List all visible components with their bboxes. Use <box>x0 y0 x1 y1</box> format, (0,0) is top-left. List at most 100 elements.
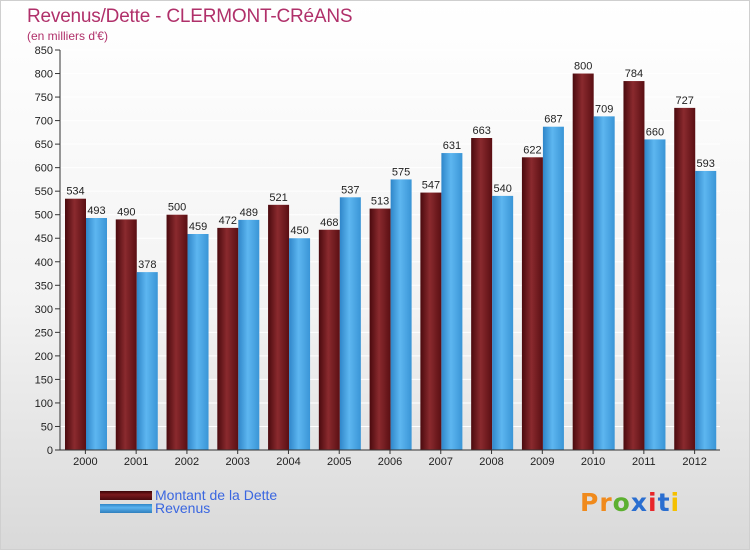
bar-revenus-2012 <box>695 170 717 451</box>
y-tick-label: 200 <box>35 351 53 363</box>
x-tick-label-2011: 2011 <box>632 456 656 468</box>
logo-letter: r <box>599 488 613 517</box>
data-label-dette-2005: 468 <box>320 217 338 229</box>
data-label-dette-2009: 622 <box>523 144 541 156</box>
x-tick-label-2008: 2008 <box>479 456 503 468</box>
legend-swatch-revenus <box>100 503 152 513</box>
bar-revenus-2006 <box>390 179 412 451</box>
legend-item-dette: Montant de la Dette <box>100 487 277 503</box>
bar-revenus-2005 <box>339 197 361 450</box>
data-label-revenus-2006: 575 <box>392 166 410 178</box>
y-tick-label: 100 <box>35 398 53 410</box>
bar-revenus-2009 <box>542 126 564 451</box>
data-label-dette-2004: 521 <box>269 192 287 204</box>
x-tick-label-2006: 2006 <box>378 456 402 468</box>
bar-dette-2007 <box>420 192 442 450</box>
y-tick-label: 600 <box>35 163 53 175</box>
y-tick-label: 500 <box>35 210 53 222</box>
data-label-revenus-2007: 631 <box>443 140 461 152</box>
bar-revenus-2000 <box>86 218 107 450</box>
y-tick-label: 450 <box>35 233 53 245</box>
legend-label-revenus: Revenus <box>155 500 211 516</box>
proxiti-logo: Proxiti <box>580 488 680 517</box>
bar-revenus-2011 <box>644 139 666 451</box>
bar-revenus-2008 <box>492 195 514 450</box>
data-label-revenus-2008: 540 <box>493 183 511 195</box>
x-tick-label-2005: 2005 <box>327 456 351 468</box>
y-tick-label: 700 <box>35 116 53 128</box>
logo-letter: i <box>648 488 658 517</box>
bar-revenus-2003 <box>238 219 260 450</box>
logo-letter: x <box>630 488 648 517</box>
bar-revenus-2007 <box>441 153 463 450</box>
x-tick-label-2009: 2009 <box>530 456 554 468</box>
bar-dette-2012 <box>674 107 696 450</box>
x-tick-label-2002: 2002 <box>175 456 199 468</box>
y-tick-label: 800 <box>35 69 53 81</box>
logo-letter: t <box>657 488 671 517</box>
data-label-dette-2000: 534 <box>66 186 84 198</box>
bar-revenus-2004 <box>289 238 311 450</box>
y-tick-label: 300 <box>35 304 53 316</box>
bar-dette-2004 <box>268 204 290 450</box>
bar-dette-2009 <box>521 157 543 450</box>
x-tick-label-2010: 2010 <box>581 456 605 468</box>
x-tick-label-2000: 2000 <box>73 456 97 468</box>
bar-dette-2002 <box>166 214 188 450</box>
y-tick-label: 750 <box>35 92 53 104</box>
bar-dette-2003 <box>217 227 239 450</box>
bar-dette-2011 <box>623 81 645 450</box>
bar-revenus-2010 <box>593 116 615 451</box>
y-tick-label: 650 <box>35 139 53 151</box>
data-label-dette-2001: 490 <box>117 206 135 218</box>
bar-dette-2006 <box>369 208 391 450</box>
data-label-revenus-2010: 709 <box>595 103 613 115</box>
data-label-revenus-2009: 687 <box>544 114 562 126</box>
chart-title: Revenus/Dette - CLERMONT-CRéANS <box>27 6 353 27</box>
data-label-dette-2008: 663 <box>472 125 490 137</box>
x-tick-label-2001: 2001 <box>124 456 148 468</box>
data-label-revenus-2000: 493 <box>87 205 105 217</box>
y-tick-label: 550 <box>35 186 53 198</box>
data-label-dette-2010: 800 <box>574 61 592 73</box>
data-label-dette-2011: 784 <box>625 68 643 80</box>
y-tick-label: 150 <box>35 374 53 386</box>
data-label-revenus-2002: 459 <box>189 221 207 233</box>
x-tick-label-2007: 2007 <box>429 456 453 468</box>
data-label-dette-2007: 547 <box>422 180 440 192</box>
legend-item-revenus: Revenus <box>100 500 210 516</box>
y-tick-label: 0 <box>47 445 53 457</box>
bar-dette-2005 <box>318 229 340 450</box>
data-label-dette-2003: 472 <box>219 215 237 227</box>
data-label-revenus-2004: 450 <box>290 225 308 237</box>
data-label-revenus-2011: 660 <box>646 126 664 138</box>
y-tick-label: 250 <box>35 327 53 339</box>
y-tick-label: 850 <box>35 45 53 57</box>
data-label-revenus-2003: 489 <box>240 207 258 219</box>
chart-subtitle: (en milliers d'€) <box>27 29 108 43</box>
x-tick-label-2012: 2012 <box>682 456 706 468</box>
y-tick-label: 400 <box>35 257 53 269</box>
data-label-revenus-2005: 537 <box>341 184 359 196</box>
bar-revenus-2002 <box>187 234 209 450</box>
bar-dette-2010 <box>572 73 594 450</box>
data-label-dette-2006: 513 <box>371 196 389 208</box>
data-label-dette-2012: 727 <box>676 95 694 107</box>
legend-label-dette: Montant de la Dette <box>155 487 278 503</box>
data-label-revenus-2012: 593 <box>697 158 715 170</box>
logo-letter: P <box>580 488 600 517</box>
x-tick-label-2004: 2004 <box>276 456 300 468</box>
x-tick-label-2003: 2003 <box>225 456 249 468</box>
bar-dette-2000 <box>65 198 86 450</box>
bar-dette-2008 <box>471 138 493 450</box>
y-tick-label: 50 <box>41 421 53 433</box>
logo-letter: i <box>670 488 681 517</box>
data-label-dette-2002: 500 <box>168 202 186 214</box>
legend-swatch-dette <box>100 490 152 500</box>
bar-revenus-2001 <box>136 272 158 450</box>
data-label-revenus-2001: 378 <box>138 259 156 271</box>
y-tick-label: 350 <box>35 280 53 292</box>
bar-dette-2001 <box>115 219 137 450</box>
logo-letter: o <box>612 488 631 517</box>
